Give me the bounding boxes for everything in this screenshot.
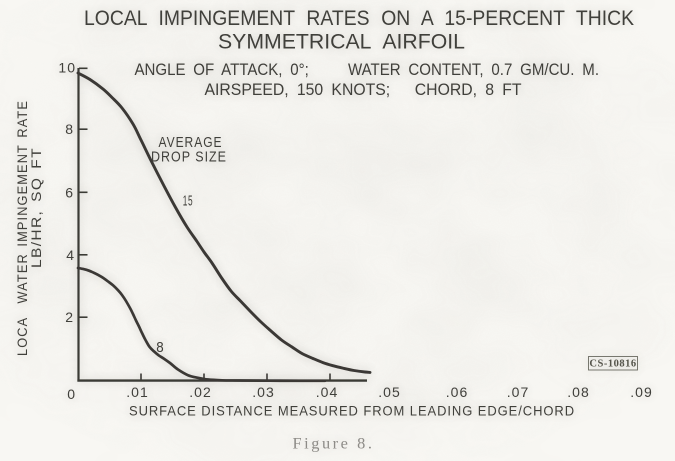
svg-text:6: 6: [65, 184, 74, 200]
svg-text:.03: .03: [252, 384, 274, 400]
svg-text:ANGLE OF ATTACK, 0°; WATER: ANGLE OF ATTACK, 0°; WATER CONTENT, 0.7 …: [135, 61, 600, 79]
svg-text:.09: .09: [630, 384, 652, 400]
svg-text:.06: .06: [446, 384, 468, 400]
svg-text:AIRSPEED, 150 KNOTS; CHORD,: AIRSPEED, 150 KNOTS; CHORD, 8 FT: [205, 81, 522, 99]
svg-text:LOCAL IMPINGEMENT RATES ON A 1: LOCAL IMPINGEMENT RATES ON A 15-PERCENT …: [84, 6, 635, 30]
svg-text:.05: .05: [378, 384, 400, 400]
svg-text:DROP SIZE: DROP SIZE: [151, 149, 227, 166]
svg-text:15: 15: [183, 193, 194, 210]
svg-text:8: 8: [65, 121, 74, 137]
svg-text:0: 0: [67, 386, 76, 402]
svg-text:LB/HR, SQ FT: LB/HR, SQ FT: [29, 147, 44, 268]
svg-text:.01: .01: [126, 384, 148, 400]
svg-text:4: 4: [66, 247, 75, 263]
svg-text:CS-10816: CS-10816: [589, 359, 636, 370]
svg-text:Figure 8.: Figure 8.: [293, 436, 375, 453]
svg-text:.04: .04: [316, 384, 338, 400]
svg-text:LOCA WATER IMPINGEMENT RATE: LOCA WATER IMPINGEMENT RATE: [15, 100, 30, 356]
svg-text:8: 8: [156, 339, 165, 356]
svg-text:SYMMETRICAL AIRFOIL: SYMMETRICAL AIRFOIL: [218, 29, 465, 53]
svg-text:10: 10: [58, 60, 76, 76]
svg-text:.02: .02: [189, 384, 211, 400]
svg-text:SURFACE DISTANCE MEASURED FROM: SURFACE DISTANCE MEASURED FROM LEADING E…: [129, 403, 575, 419]
svg-text:.07: .07: [507, 384, 529, 400]
svg-text:.08: .08: [567, 384, 589, 400]
svg-text:AVERAGE: AVERAGE: [159, 134, 223, 151]
svg-text:2: 2: [65, 309, 74, 325]
